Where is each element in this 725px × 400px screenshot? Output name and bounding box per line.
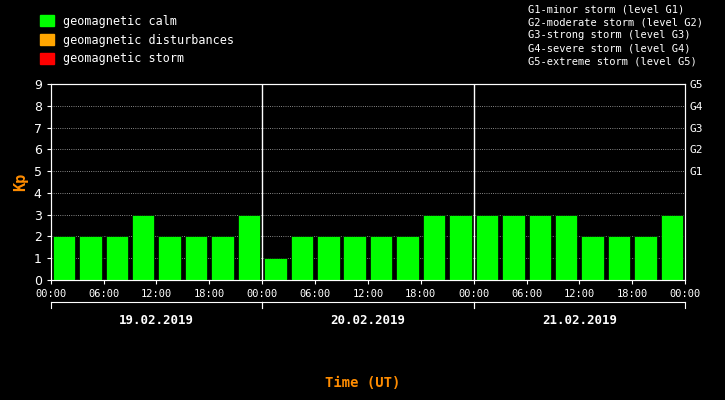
Bar [450, 215, 472, 280]
Y-axis label: Kp: Kp [13, 173, 28, 191]
Bar [106, 236, 128, 280]
Text: 20.02.2019: 20.02.2019 [331, 314, 405, 327]
Bar [264, 258, 286, 280]
Bar [423, 215, 445, 280]
Bar [53, 236, 75, 280]
Bar [291, 236, 313, 280]
Bar [211, 236, 233, 280]
Bar [317, 236, 339, 280]
Bar [581, 236, 604, 280]
Text: G1-minor storm (level G1)
G2-moderate storm (level G2)
G3-strong storm (level G3: G1-minor storm (level G1) G2-moderate st… [529, 4, 703, 67]
Bar [608, 236, 630, 280]
Bar [397, 236, 419, 280]
Bar [185, 236, 207, 280]
Bar [555, 215, 577, 280]
Bar [634, 236, 657, 280]
Bar [344, 236, 366, 280]
Text: 21.02.2019: 21.02.2019 [542, 314, 617, 327]
Text: Time (UT): Time (UT) [325, 376, 400, 390]
Bar [79, 236, 102, 280]
Bar [529, 215, 551, 280]
Bar [660, 215, 683, 280]
Text: 19.02.2019: 19.02.2019 [119, 314, 194, 327]
Bar [159, 236, 181, 280]
Bar [132, 215, 154, 280]
Bar [238, 215, 260, 280]
Bar [476, 215, 498, 280]
Bar [502, 215, 525, 280]
Bar [370, 236, 392, 280]
Legend: geomagnetic calm, geomagnetic disturbances, geomagnetic storm: geomagnetic calm, geomagnetic disturbanc… [35, 10, 239, 70]
